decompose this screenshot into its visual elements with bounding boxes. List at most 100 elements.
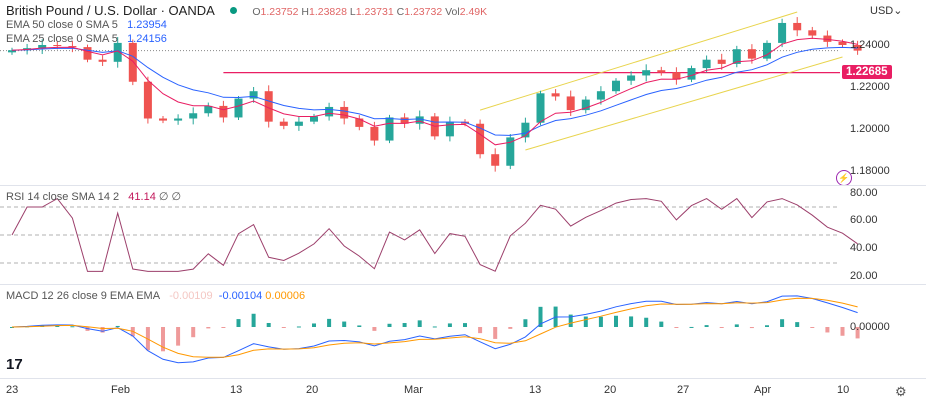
candle-body [204, 105, 213, 114]
macd-histogram-bar [312, 323, 316, 327]
candle-body [702, 59, 711, 69]
macd-histogram-bar [689, 326, 694, 328]
candle-body [778, 22, 787, 43]
time-tick: Apr [754, 384, 772, 396]
macd-histogram-bar [342, 321, 347, 327]
candle-body [385, 117, 394, 141]
macd-histogram-bar [70, 326, 75, 328]
rsi-line [11, 197, 858, 272]
price-tick: 1.24000 [850, 39, 890, 51]
rsi-legend[interactable]: RSI 14 close SMA 14 2 41.14 ∅ ∅ [6, 191, 182, 203]
macd-line [11, 295, 858, 364]
macd-tick: 0.00000 [850, 321, 890, 333]
tradingview-logo[interactable]: 17 [6, 356, 23, 373]
macd-histogram-bar [614, 315, 618, 327]
candle-body [325, 106, 334, 117]
candle-body [808, 30, 817, 36]
macd-histogram-bar [176, 327, 181, 346]
currency-selector[interactable]: USD⌄ [870, 5, 903, 17]
chart-legend-title: British Pound / U.S. Dollar · OANDA O1.2… [6, 3, 487, 18]
macd-histogram-bar [644, 317, 649, 327]
macd-histogram-bar [100, 327, 105, 333]
time-tick: 23 [6, 384, 19, 396]
symbol-title[interactable]: British Pound / U.S. Dollar · OANDA [6, 3, 215, 18]
macd-histogram-bar [734, 324, 739, 327]
macd-histogram-bar [221, 327, 226, 328]
candle-body [566, 96, 575, 111]
candle-body [672, 72, 681, 80]
macd-histogram-bar [417, 320, 422, 327]
candle-body [68, 46, 77, 48]
macd-histogram-bar [840, 327, 845, 336]
candle-body [581, 99, 590, 111]
ema50-legend[interactable]: EMA 50 close 0 SMA 5 1.23954 [6, 19, 167, 31]
macd-legend[interactable]: MACD 12 26 close 9 EMA EMA -0.00109 -0.0… [6, 290, 306, 302]
macd-histogram-bar [478, 327, 483, 334]
time-tick: 10 [837, 384, 850, 396]
candle-body [279, 121, 288, 126]
macd-histogram-bar [523, 319, 528, 327]
candle-body [249, 91, 258, 99]
candle-body [838, 41, 847, 45]
macd-histogram-bar [674, 327, 679, 328]
candle-body [113, 42, 122, 62]
candle-body [294, 121, 303, 126]
candle-body [53, 45, 62, 47]
candle-body [415, 116, 424, 124]
time-tick: 20 [306, 384, 319, 396]
macd-histogram-bar [508, 327, 513, 329]
macd-histogram-bar [447, 323, 452, 327]
candle-body [98, 59, 107, 62]
time-tick: 27 [677, 384, 690, 396]
level-price-label: 1.22685 [842, 65, 892, 79]
candle-body [627, 75, 636, 81]
candle-body [476, 123, 485, 155]
lightning-icon[interactable]: ⚡ [836, 170, 852, 186]
macd-histogram-bar [493, 327, 498, 339]
pane-divider[interactable] [0, 185, 926, 186]
time-tick: Feb [111, 384, 130, 396]
candle-body [536, 93, 545, 123]
macd-histogram-bar [795, 322, 800, 327]
candle-body [732, 49, 741, 64]
macd-histogram-bar [749, 327, 754, 329]
pane-divider[interactable] [0, 284, 926, 285]
gear-icon[interactable]: ⚙ [895, 384, 907, 399]
candle-body [521, 122, 530, 138]
macd-histogram-bar [659, 321, 664, 327]
macd-histogram-bar [583, 316, 588, 327]
candle-body [657, 70, 666, 73]
macd-histogram-bar [161, 327, 165, 352]
rsi-tick: 80.00 [850, 187, 878, 199]
candle-body [143, 81, 152, 119]
candle-body [234, 98, 243, 118]
time-tick: Mar [404, 384, 423, 396]
macd-histogram-bar [629, 316, 634, 327]
candle-body [793, 22, 802, 31]
candle-body [612, 80, 620, 92]
candle-body [174, 118, 183, 121]
macd-histogram-bar [568, 314, 573, 327]
candle-body [370, 126, 379, 141]
macd-histogram-bar [372, 327, 377, 331]
candle-body [823, 35, 832, 42]
macd-signal-line [11, 297, 858, 358]
macd-histogram-bar [463, 323, 467, 327]
macd-histogram-bar [266, 322, 271, 327]
macd-histogram-bar [387, 323, 392, 327]
ema25-legend[interactable]: EMA 25 close 0 SMA 5 1.24156 [6, 33, 167, 45]
ema25-line [11, 37, 858, 146]
macd-histogram-bar [765, 325, 769, 327]
candle-body [642, 70, 651, 76]
candle-body [159, 118, 167, 121]
macd-histogram-bar [780, 319, 785, 327]
candle-body [445, 121, 454, 137]
macd-histogram-bar [55, 325, 60, 327]
macd-histogram-bar [327, 318, 332, 327]
candle-body [310, 116, 318, 122]
macd-histogram-bar [538, 306, 543, 327]
rsi-tick: 60.00 [850, 214, 878, 226]
candle-body [400, 117, 409, 124]
channel-upper-line [479, 11, 798, 111]
